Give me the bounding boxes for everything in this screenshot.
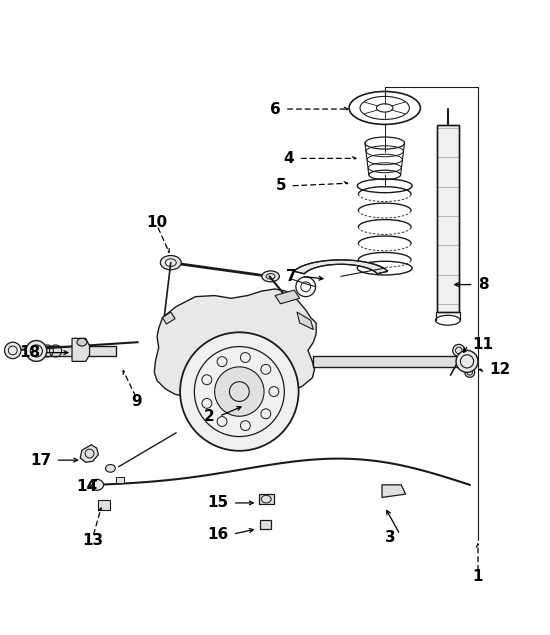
Text: 13: 13 — [82, 533, 103, 547]
Polygon shape — [297, 312, 313, 330]
Polygon shape — [80, 444, 98, 462]
Polygon shape — [314, 356, 461, 367]
Ellipse shape — [4, 342, 21, 359]
Text: 11: 11 — [472, 337, 493, 352]
Polygon shape — [116, 477, 124, 483]
Text: 4: 4 — [284, 151, 294, 166]
Polygon shape — [155, 289, 316, 397]
Polygon shape — [72, 338, 90, 361]
Text: 7: 7 — [287, 269, 297, 284]
Text: 12: 12 — [489, 362, 510, 377]
Polygon shape — [437, 126, 459, 312]
Text: 6: 6 — [270, 102, 280, 117]
Polygon shape — [294, 260, 388, 274]
Circle shape — [214, 367, 264, 417]
Ellipse shape — [26, 340, 47, 361]
Polygon shape — [163, 312, 175, 324]
Ellipse shape — [262, 271, 279, 282]
Text: 8: 8 — [478, 277, 488, 292]
Text: 16: 16 — [207, 526, 228, 542]
Text: 5: 5 — [276, 178, 286, 193]
Circle shape — [180, 332, 299, 451]
Polygon shape — [260, 521, 271, 529]
Text: 14: 14 — [77, 479, 98, 494]
Polygon shape — [275, 290, 300, 304]
Ellipse shape — [161, 255, 181, 270]
Polygon shape — [98, 500, 111, 509]
Ellipse shape — [465, 368, 475, 377]
Ellipse shape — [453, 344, 465, 356]
Text: 10: 10 — [146, 215, 168, 230]
Text: 3: 3 — [385, 530, 395, 545]
Text: 15: 15 — [207, 495, 228, 511]
Ellipse shape — [106, 465, 116, 472]
Text: 1: 1 — [473, 569, 483, 584]
Polygon shape — [382, 485, 405, 497]
Text: 17: 17 — [30, 453, 51, 467]
Ellipse shape — [456, 351, 478, 372]
Ellipse shape — [90, 479, 103, 490]
Ellipse shape — [77, 338, 87, 346]
Text: 2: 2 — [204, 409, 215, 424]
Text: 18: 18 — [19, 345, 40, 360]
Text: 9: 9 — [131, 394, 142, 410]
Polygon shape — [258, 494, 274, 504]
Polygon shape — [34, 346, 116, 356]
